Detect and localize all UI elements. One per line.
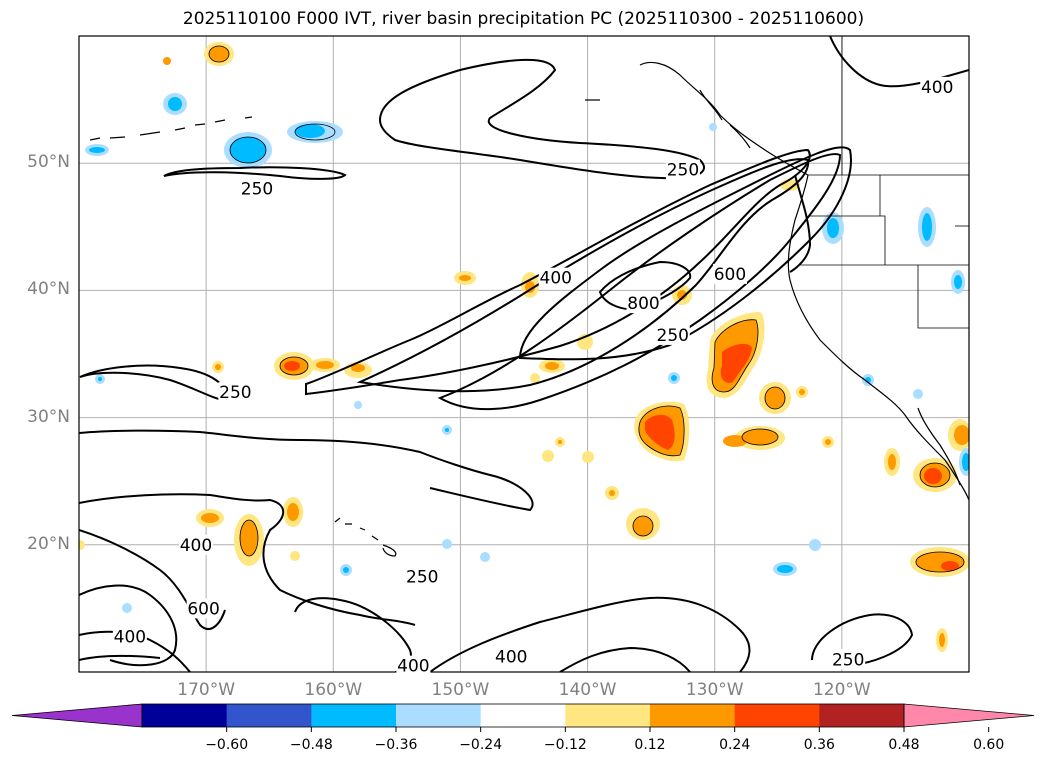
lat-tick-label: 20°N — [27, 533, 70, 554]
contour-label-bg — [665, 159, 700, 180]
contour-label-bg — [405, 566, 440, 587]
colorbar-tick-label: −0.48 — [289, 737, 333, 753]
contour-label: 250 — [406, 568, 438, 588]
colorbar-tick-label: −0.12 — [543, 737, 587, 753]
lon-tick-label: 120°W — [812, 680, 871, 700]
precip-outlines — [208, 45, 965, 573]
contour-label-bg — [655, 324, 690, 345]
contour-label: 400 — [495, 648, 527, 668]
contour-label: 250 — [219, 383, 251, 403]
contour-label-bg — [240, 178, 274, 199]
contour-label: 250 — [241, 180, 273, 200]
lon-tick-label: 150°W — [431, 680, 490, 700]
colorbar-tick-label: 0.36 — [803, 737, 835, 753]
contour-label: 400 — [921, 78, 953, 98]
lon-tick-label: 170°W — [177, 680, 236, 700]
contour-label: 400 — [397, 657, 429, 677]
colorbar-tick-label: −0.36 — [374, 737, 418, 753]
contour-label-bg — [494, 646, 529, 667]
contour-labels: 400 250 250 400 600 800 250 250 400 600 250 400 400 4… — [112, 76, 955, 677]
lat-tick-label: 40°N — [27, 279, 70, 300]
contour-label-bg — [831, 649, 866, 670]
colorbar-tick-label: 0.60 — [973, 737, 1005, 753]
contour-label-bg — [178, 534, 213, 555]
contour-label-bg — [712, 263, 747, 284]
contour-label: 400 — [114, 627, 146, 647]
colorbar-tick-label: −0.24 — [459, 737, 503, 753]
contour-label-bg — [538, 267, 573, 288]
coastlines — [89, 61, 969, 557]
contour-label: 250 — [832, 650, 864, 670]
contour-label-bg — [218, 382, 253, 403]
contour-label: 250 — [657, 326, 689, 346]
contour-label: 250 — [667, 161, 699, 181]
lat-tick-label: 30°N — [27, 406, 70, 427]
contour-label-bg — [186, 598, 221, 619]
contour-label: 800 — [627, 294, 659, 314]
state-borders — [800, 36, 969, 329]
contour-label-bg — [396, 655, 431, 676]
contour-label-bg — [920, 76, 955, 97]
lat-tick-label: 50°N — [27, 152, 70, 173]
colorbar-tick-label: 0.48 — [888, 737, 920, 753]
contour-label: 600 — [187, 599, 219, 619]
contour-label-bg — [626, 293, 661, 314]
map-frame — [78, 35, 970, 673]
contour-label-bg — [112, 626, 147, 647]
lon-tick-label: 160°W — [304, 680, 363, 700]
colorbar-tick-label: −0.60 — [205, 737, 249, 753]
ivt-contours — [79, 36, 969, 672]
contour-label: 600 — [714, 265, 746, 285]
colorbar-tick-label: 0.24 — [719, 737, 751, 753]
colorbar-tick-label: 0.12 — [634, 737, 666, 753]
precip-anomaly-patches — [79, 42, 969, 652]
contour-label: 400 — [540, 269, 572, 289]
lon-tick-label: 130°W — [685, 680, 744, 700]
lon-tick-label: 140°W — [558, 680, 617, 700]
map-title: 2025110100 F000 IVT, river basin precipi… — [182, 9, 865, 29]
contour-label: 400 — [180, 536, 212, 556]
